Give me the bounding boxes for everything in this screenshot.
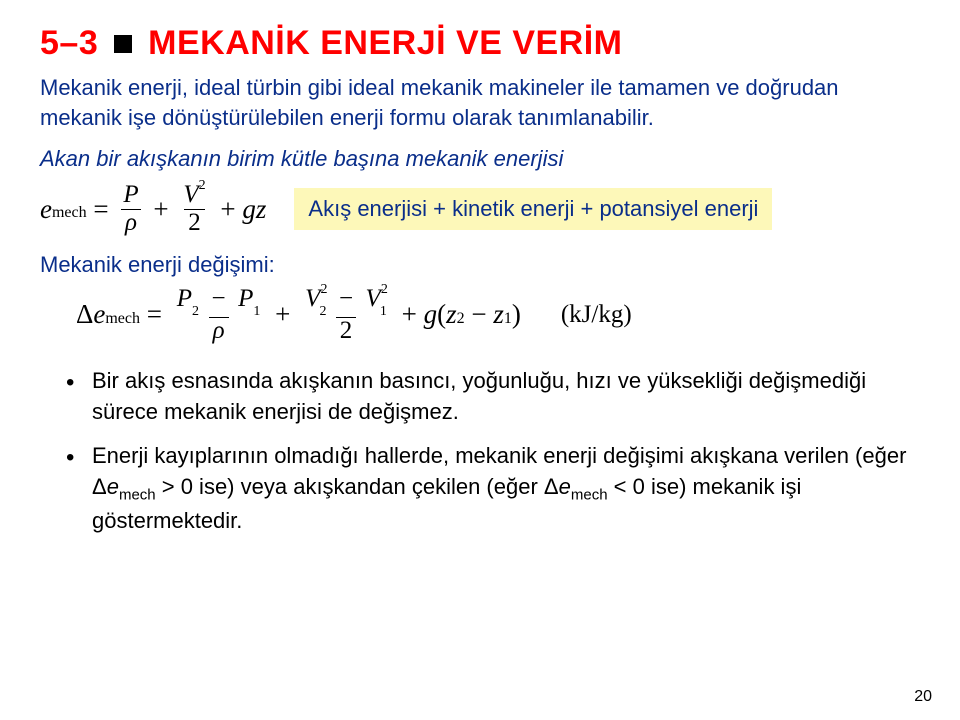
frac-delta-v2: V22 − V21 2 xyxy=(301,286,391,344)
frac-v2-over-2: V2 2 xyxy=(179,182,209,236)
page-number: 20 xyxy=(914,688,932,706)
equation-emech: emech = P ρ + V2 2 + gz xyxy=(40,182,266,236)
intro-paragraph: Mekanik enerji, ideal türbin gibi ideal … xyxy=(40,73,920,132)
frac-delta-p: P2 − P1 ρ xyxy=(173,286,265,344)
equation-row-1: emech = P ρ + V2 2 + gz Akış enerjisi + … xyxy=(40,182,920,236)
unit-label: (kJ/kg) xyxy=(561,301,632,329)
subheading-delta: Mekanik enerji değişimi: xyxy=(40,252,920,278)
section-heading: MEKANİK ENERJİ VE VERİM xyxy=(148,24,622,62)
bullet-list: Bir akış esnasında akışkanın basıncı, yo… xyxy=(66,366,920,537)
section-title: 5–3 MEKANİK ENERJİ VE VERİM xyxy=(40,24,920,63)
bullet-item-1: Bir akış esnasında akışkanın basıncı, yo… xyxy=(66,366,920,428)
slide-page: 5–3 MEKANİK ENERJİ VE VERİM Mekanik ener… xyxy=(0,0,960,720)
bullet-item-2: Enerji kayıplarının olmadığı hallerde, m… xyxy=(66,441,920,536)
energy-components-highlight: Akış enerjisi + kinetik enerji + potansi… xyxy=(294,188,772,230)
equation-delta-emech: Δemech = P2 − P1 ρ + V22 − V21 2 xyxy=(76,286,920,344)
subheading-flow-energy: Akan bir akışkanın birim kütle başına me… xyxy=(40,146,920,172)
frac-p-over-rho: P ρ xyxy=(119,182,142,236)
section-number: 5–3 xyxy=(40,24,98,62)
title-bullet-icon xyxy=(114,35,132,53)
